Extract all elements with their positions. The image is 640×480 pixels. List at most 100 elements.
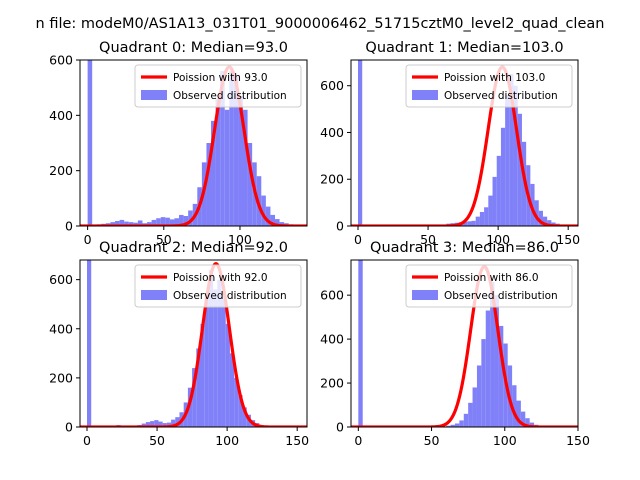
- histogram-bar: [204, 294, 209, 427]
- histogram-bar: [475, 216, 480, 226]
- histogram-bar: [174, 218, 180, 226]
- histogram-bar: [529, 422, 535, 427]
- histogram-bar: [229, 353, 235, 427]
- histogram-bar: [485, 310, 491, 427]
- x-tick-label: 50: [156, 232, 172, 247]
- histogram-bar: [270, 214, 276, 226]
- subplot-title: Quadrant 3: Median=86.0: [370, 240, 559, 256]
- y-tick-label: 0: [336, 420, 344, 435]
- subplot-0: 0 50 100 0 200 400 600 Quadrant 0: Median=93.0 P…: [49, 40, 308, 247]
- histogram-bar: [516, 400, 521, 427]
- histogram-bar-zero: [358, 60, 363, 226]
- histogram-bar: [187, 387, 193, 427]
- histogram-bar-zero: [87, 60, 93, 226]
- histogram-bar: [233, 76, 239, 226]
- poisson-curve: [80, 65, 307, 226]
- y-tick-label: 400: [320, 125, 344, 140]
- x-tick-label: 0: [354, 232, 362, 247]
- histogram-bar: [145, 422, 151, 427]
- y-tick-label: 600: [320, 288, 344, 303]
- histogram-bar: [175, 417, 180, 427]
- histogram-bar: [492, 176, 497, 226]
- legend: Poission with 92.0 Observed distribution: [134, 264, 302, 308]
- subplot-3: 0 50 100 150 0 200 400 600 Quadrant 3: Median=86…: [320, 240, 590, 448]
- histogram-bar: [206, 143, 212, 226]
- legend-line-label: Poission with 86.0: [444, 272, 539, 284]
- legend-hist-swatch: [412, 290, 438, 300]
- x-tick-label: 50: [424, 433, 440, 448]
- axes-frame: [79, 59, 308, 227]
- histogram-bar: [150, 421, 155, 427]
- histogram-bar: [517, 113, 522, 226]
- y-tick-label: 200: [320, 376, 344, 391]
- histogram-bar: [217, 279, 222, 427]
- legend: Poission with 93.0 Observed distribution: [134, 64, 302, 108]
- histogram-bar: [542, 216, 548, 226]
- histogram-bar: [496, 155, 501, 226]
- histogram-bar: [137, 220, 143, 226]
- histogram-bar: [490, 281, 495, 427]
- y-tick-label: 600: [320, 78, 344, 93]
- histogram-bar: [476, 365, 482, 427]
- legend-hist-swatch: [141, 90, 167, 100]
- legend-hist-label: Observed distribution: [173, 90, 287, 102]
- x-tick-label: 50: [420, 232, 436, 247]
- axes-frame: [79, 259, 308, 428]
- y-tick-label: 400: [49, 321, 73, 336]
- histogram-bar: [247, 143, 253, 226]
- histogram-bar: [279, 222, 285, 226]
- y-tick-label: 0: [336, 219, 344, 234]
- legend: Poission with 86.0 Observed distribution: [405, 264, 573, 308]
- legend-line-label: Poission with 93.0: [173, 72, 268, 84]
- histogram-bar: [468, 402, 473, 427]
- legend-box: [134, 264, 302, 308]
- y-tick-label: 600: [49, 272, 73, 287]
- histogram-bar: [154, 420, 159, 427]
- histogram-bar: [221, 299, 226, 427]
- histogram-bar: [467, 221, 472, 226]
- y-tick-label: 0: [65, 420, 73, 435]
- legend-hist-swatch: [412, 90, 438, 100]
- y-tick-label: 200: [320, 172, 344, 187]
- poisson-curve: [351, 65, 578, 226]
- histogram-bar: [261, 195, 266, 226]
- histogram-bar: [211, 120, 216, 226]
- histogram-bar-zero: [358, 260, 363, 427]
- x-tick-label: 150: [285, 433, 309, 448]
- histogram-bar: [215, 98, 221, 226]
- histogram-bar: [128, 222, 134, 226]
- histogram-bar: [472, 387, 477, 427]
- histogram-bar: [133, 222, 138, 226]
- histogram-bar: [188, 210, 193, 226]
- legend-box: [405, 264, 573, 308]
- histogram-bar: [275, 219, 280, 226]
- histogram-bar: [505, 95, 510, 226]
- axes-frame: [350, 59, 579, 227]
- histogram-bar: [220, 71, 225, 226]
- histogram-bar: [124, 221, 129, 226]
- y-tick-label: 200: [49, 163, 73, 178]
- y-tick-label: 400: [320, 332, 344, 347]
- histogram-bar: [171, 419, 176, 427]
- y-tick-label: 200: [49, 370, 73, 385]
- histogram-bar-zero: [87, 260, 92, 427]
- histogram-bar: [169, 219, 175, 226]
- histogram-bar: [110, 222, 116, 226]
- histogram-bar: [115, 221, 120, 226]
- histogram-bar: [192, 368, 197, 427]
- histogram-bar: [213, 289, 218, 427]
- histogram-bar: [520, 411, 526, 427]
- y-tick-label: 0: [65, 219, 73, 234]
- histogram-bar: [158, 421, 163, 427]
- subplot-title: Quadrant 0: Median=93.0: [99, 40, 288, 56]
- subplot-title: Quadrant 1: Median=103.0: [365, 40, 563, 56]
- histogram-bar: [509, 74, 514, 226]
- histogram-bar: [151, 219, 157, 226]
- subplot-title: Quadrant 2: Median=92.0: [99, 240, 288, 256]
- histogram-bar: [525, 418, 530, 427]
- histogram-bar: [183, 216, 189, 226]
- histogram-bar: [196, 348, 201, 427]
- subplot-grid: 0 50 100 0 200 400 600 Quadrant 0: Median=93.0 P…: [49, 40, 590, 448]
- figure-suptitle: n file: modeM0/AS1A13_031T01_9000006462_…: [36, 16, 605, 32]
- histogram-bar: [165, 217, 170, 226]
